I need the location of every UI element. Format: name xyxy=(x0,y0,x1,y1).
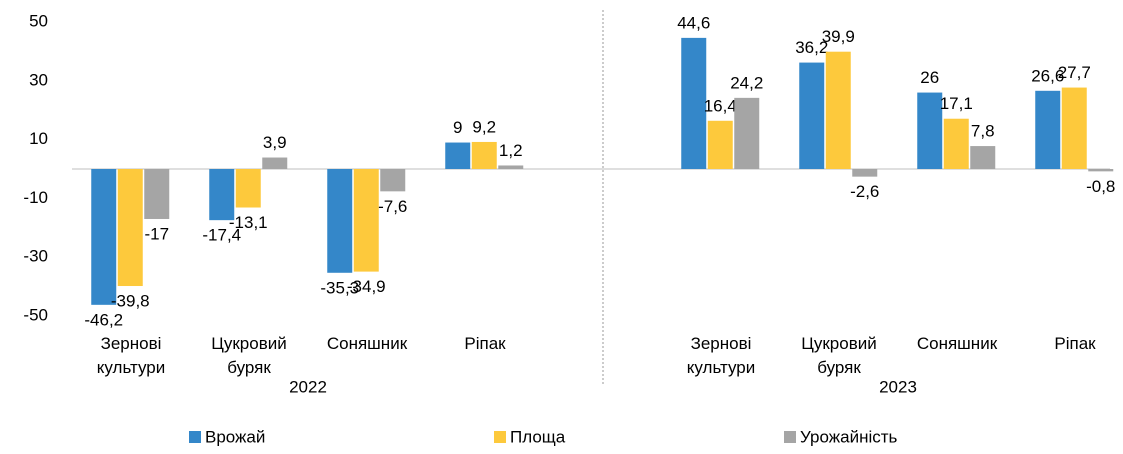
value-label: 3,9 xyxy=(263,133,287,152)
x-tick-label: Ріпак xyxy=(464,334,506,353)
value-label: -2,6 xyxy=(850,182,879,201)
x-tick-label: Цукровий буряк xyxy=(801,334,876,377)
bar xyxy=(1035,90,1061,169)
value-label: 9,2 xyxy=(472,117,496,136)
y-tick-label: -50 xyxy=(23,305,48,324)
y-tick-label: 10 xyxy=(29,129,48,148)
value-label: 17,1 xyxy=(940,94,973,113)
value-label: -35,3 xyxy=(320,278,359,297)
value-label: -7,6 xyxy=(378,197,407,216)
value-label: 1,2 xyxy=(499,141,523,160)
x-tick-label: Соняшник xyxy=(327,334,408,353)
value-label: -34,9 xyxy=(347,277,386,296)
bar xyxy=(943,118,969,169)
value-label: -13,1 xyxy=(229,213,268,232)
bar xyxy=(681,37,707,169)
bar xyxy=(825,51,851,169)
x-tick-label: Цукровий буряк xyxy=(211,334,286,377)
value-label: -0,8 xyxy=(1086,177,1115,196)
bar xyxy=(498,165,524,169)
group-label: 2023 xyxy=(879,377,917,396)
value-label: 24,2 xyxy=(730,73,763,92)
bar xyxy=(353,169,379,272)
value-label: -46,2 xyxy=(84,310,123,329)
value-label: -17 xyxy=(144,224,169,243)
bar xyxy=(235,169,261,208)
bar xyxy=(917,92,943,169)
x-tick-label: Ріпак xyxy=(1054,334,1096,353)
legend-swatch xyxy=(189,431,201,443)
y-tick-label: 50 xyxy=(29,11,48,30)
bar xyxy=(327,169,353,273)
x-tick-label: Зернові культури xyxy=(97,334,165,377)
value-label: 39,9 xyxy=(822,27,855,46)
value-label: 26 xyxy=(920,68,939,87)
y-tick-label: -10 xyxy=(23,188,48,207)
value-label: -39,8 xyxy=(111,291,150,310)
bar xyxy=(144,169,170,219)
bar xyxy=(262,157,288,169)
value-label: 27,7 xyxy=(1058,63,1091,82)
value-label: 7,8 xyxy=(971,122,995,141)
value-label: 9 xyxy=(453,118,462,137)
y-tick-label: 30 xyxy=(29,70,48,89)
bar xyxy=(707,120,733,169)
bar xyxy=(1088,169,1114,172)
legend-swatch xyxy=(784,431,796,443)
value-label: -17,4 xyxy=(202,226,241,245)
group-label: 2022 xyxy=(289,377,327,396)
legend-label: Урожайність xyxy=(800,427,898,446)
bar xyxy=(117,169,143,287)
bar xyxy=(445,142,471,169)
value-label: 36,2 xyxy=(795,38,828,57)
bar xyxy=(1061,87,1087,169)
legend-label: Врожай xyxy=(205,427,265,446)
bar xyxy=(209,169,235,221)
bar xyxy=(734,97,760,169)
y-tick-label: -30 xyxy=(23,247,48,266)
bar xyxy=(380,169,406,192)
value-label: 26,6 xyxy=(1031,66,1064,85)
bar xyxy=(799,62,825,169)
value-label: 16,4 xyxy=(704,96,737,115)
legend-swatch xyxy=(494,431,506,443)
bar xyxy=(471,141,497,169)
value-label: 44,6 xyxy=(677,13,710,32)
legend-label: Площа xyxy=(510,427,566,446)
x-tick-label: Зернові культури xyxy=(687,334,755,377)
bar xyxy=(91,169,117,305)
bar xyxy=(970,146,996,169)
x-tick-label: Соняшник xyxy=(917,334,998,353)
bar xyxy=(852,169,878,177)
